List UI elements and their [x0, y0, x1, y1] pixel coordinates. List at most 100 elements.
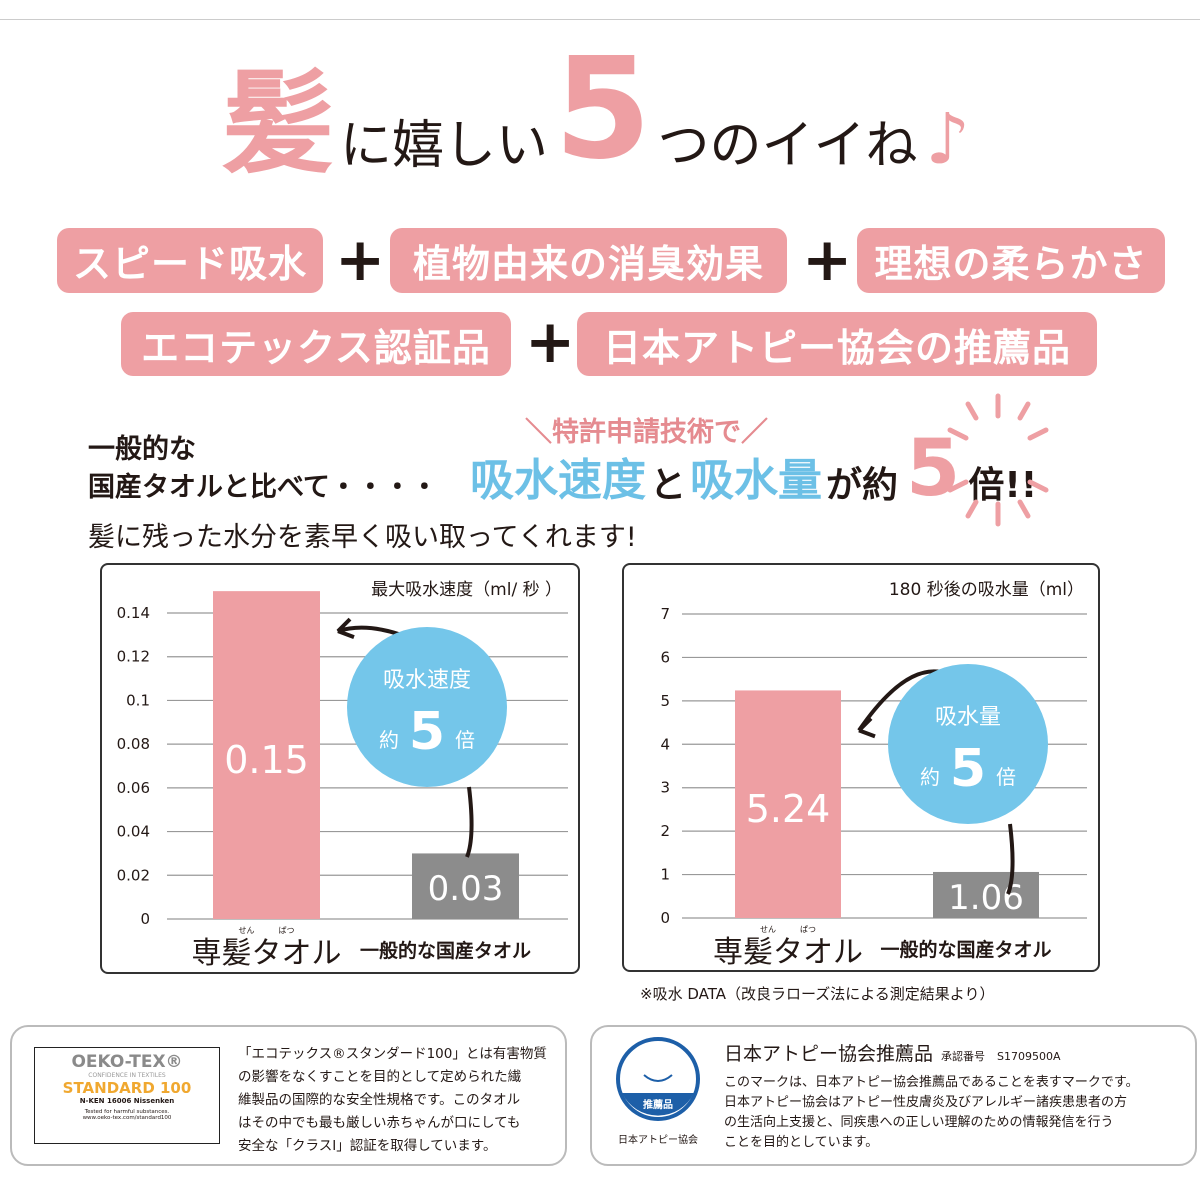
logo-caption: 日本アトピー協会: [618, 1135, 698, 1146]
bar-value-label: 0.03: [428, 869, 504, 909]
text: が約: [826, 465, 899, 506]
callout-suffix: 倍: [996, 765, 1016, 789]
text: 倍!!: [968, 465, 1038, 506]
text-line: ことを目的としています。: [724, 1135, 879, 1150]
arrow-line: [465, 786, 474, 858]
chart-speed-svg: 最大吸水速度（ml/ 秒 ） 0 0.02 0.04 0.06 0.08 0.1 0.12 0.…: [117, 580, 568, 971]
feature-oekotex: エコテックス認証品: [121, 312, 511, 376]
y-tick-label: 5: [660, 692, 670, 710]
text-line: 安全な「クラスI」認証を取得しています。: [238, 1138, 497, 1154]
headline-text: に嬉しい: [340, 116, 549, 176]
approval-number: S1709500A: [997, 1050, 1061, 1063]
data-note: ※吸水 DATA（改良ラローズ法による測定結果より）: [640, 985, 995, 1003]
bar-value-label: 0.15: [224, 738, 309, 782]
sunburst-icon: [947, 393, 1049, 527]
y-tick-label: 2: [660, 822, 670, 840]
comparison-headline: 吸水速度 と 吸水量 が約 5 倍!!: [470, 430, 1038, 508]
feature-atopy: 日本アトピー協会の推薦品: [577, 312, 1097, 376]
feature-softness: 理想の柔らかさ: [857, 228, 1165, 293]
y-tick-label: 0.1: [126, 691, 150, 709]
text: と: [650, 465, 687, 506]
text-line: はその中でも最も厳しい赤ちゃんが口にしても: [238, 1115, 521, 1131]
atopy-association-logo: 推薦品: [616, 1037, 700, 1121]
sub-text: 髪に残った水分を素早く吸い取ってくれます!: [88, 522, 637, 553]
y-tick-label: 0.12: [117, 648, 150, 666]
y-tick-label: 0.14: [117, 604, 150, 622]
callout-circle: [347, 627, 507, 787]
callout-prefix: 約: [920, 765, 940, 789]
callout-suffix: 倍: [455, 728, 475, 752]
bar: [933, 871, 1039, 918]
plus-icon: +: [335, 225, 386, 295]
headline: 髪 に嬉しい 5 つのイイね ♪: [222, 28, 971, 191]
x-category-label: 一般的な国産タオル: [880, 938, 1051, 961]
text-line: このマークは、日本アトピー協会推薦品であることを表すマークです。: [724, 1075, 1139, 1090]
y-tick-label: 0.06: [117, 779, 150, 797]
feature-deodorant: 植物由来の消臭効果: [390, 228, 787, 293]
bar-value-label: 5.24: [746, 787, 831, 831]
logo-title: OEKO-TEX®: [71, 1052, 183, 1072]
logo-sub: CONFIDENCE IN TEXTILES: [88, 1072, 166, 1079]
comparison-line1: 一般的な: [88, 434, 196, 465]
furigana: ぱつ: [279, 926, 295, 935]
feature-speed-absorption: スピード吸水: [57, 228, 323, 293]
atopy-description: このマークは、日本アトピー協会推薦品であることを表すマークです。 日本アトピー協…: [724, 1073, 1139, 1153]
callout-prefix: 約: [379, 728, 399, 752]
y-tick-label: 7: [660, 605, 670, 623]
amount-label: 吸水量: [690, 455, 823, 506]
text-line: 日本アトピー協会はアトピー性皮膚炎及びアレルギー諸疾患患者の方: [724, 1095, 1128, 1110]
x-category-label: 専髪タオル: [192, 936, 342, 971]
logo-url: www.oeko-tex.com/standard100: [82, 1115, 172, 1121]
bar: [213, 591, 320, 919]
atopy-title: 日本アトピー協会推薦品: [724, 1043, 934, 1065]
speed-label: 吸水速度: [470, 455, 646, 506]
arrow-line: [1006, 823, 1015, 895]
furigana: ぱつ: [800, 925, 816, 934]
oekotex-description: 「エコテックス®スタンダード100」とは有害物質 の影響をなくすことを目的として…: [238, 1043, 547, 1158]
x-category-label: 一般的な国産タオル: [360, 939, 531, 962]
bar: [735, 690, 841, 918]
callout-number: 5: [950, 739, 986, 799]
furigana: せん: [239, 926, 255, 935]
logo-standard: STANDARD 100: [62, 1079, 192, 1097]
oekotex-info: OEKO-TEX® CONFIDENCE IN TEXTILES STANDAR…: [10, 1025, 567, 1166]
callout-label: 吸水量: [935, 705, 1001, 730]
chart-speed: 最大吸水速度（ml/ 秒 ） 0 0.02 0.04 0.06 0.08 0.1 0.12 0.…: [100, 563, 580, 974]
chart-title: 180 秒後の吸水量（ml）: [889, 580, 1084, 600]
atopy-info: 推薦品 日本アトピー協会 日本アトピー協会推薦品 承認番号 S1709500A …: [590, 1025, 1197, 1166]
headline-five: 5: [554, 28, 652, 191]
music-note-icon: ♪: [925, 98, 971, 180]
text-line: 「エコテックス®スタンダード100」とは有害物質: [238, 1046, 547, 1062]
divider: [0, 19, 1200, 20]
oekotex-logo: OEKO-TEX® CONFIDENCE IN TEXTILES STANDAR…: [34, 1047, 220, 1144]
text-line: の生活向上支援と、同疾患への正しい理解のための情報発信を行う: [724, 1115, 1114, 1130]
y-tick-label: 3: [660, 779, 670, 797]
logo-badge: 推薦品: [643, 1098, 673, 1111]
headline-text-2: つのイイね: [657, 116, 918, 176]
headline-hair: 髪: [222, 59, 334, 189]
bar: [412, 853, 519, 919]
y-tick-label: 0.02: [117, 866, 150, 884]
x-category-label: 専髪タオル: [713, 935, 863, 970]
plus-icon: +: [802, 225, 853, 295]
chart-title: 最大吸水速度（ml/ 秒 ）: [371, 580, 562, 600]
comparison-line2: 国産タオルと比べて・・・・: [88, 472, 438, 503]
patent-label: ＼特許申請技術で／: [525, 417, 768, 448]
callout-circle: [888, 664, 1048, 824]
callout-label: 吸水速度: [383, 668, 471, 693]
y-tick-label: 1: [660, 866, 670, 884]
text-line: の影響をなくすことを目的として定められた繊: [238, 1069, 522, 1085]
furigana: せん: [760, 925, 776, 934]
plus-icon: +: [525, 307, 576, 377]
y-tick-label: 0: [660, 909, 670, 927]
logo-code: N-KEN 16006 Nissenken: [79, 1097, 175, 1105]
approval-label: 承認番号: [941, 1050, 986, 1063]
big-five: 5: [906, 424, 961, 514]
y-tick-label: 6: [660, 648, 670, 666]
y-tick-label: 0.08: [117, 735, 150, 753]
y-tick-label: 4: [660, 735, 670, 753]
chart-amount: 180 秒後の吸水量（ml） 0 1 2 3 4 5 6 7 5.24 1.06 吸水量約 5 倍せん ぱつ…: [622, 563, 1100, 972]
y-tick-label: 0: [140, 910, 150, 928]
